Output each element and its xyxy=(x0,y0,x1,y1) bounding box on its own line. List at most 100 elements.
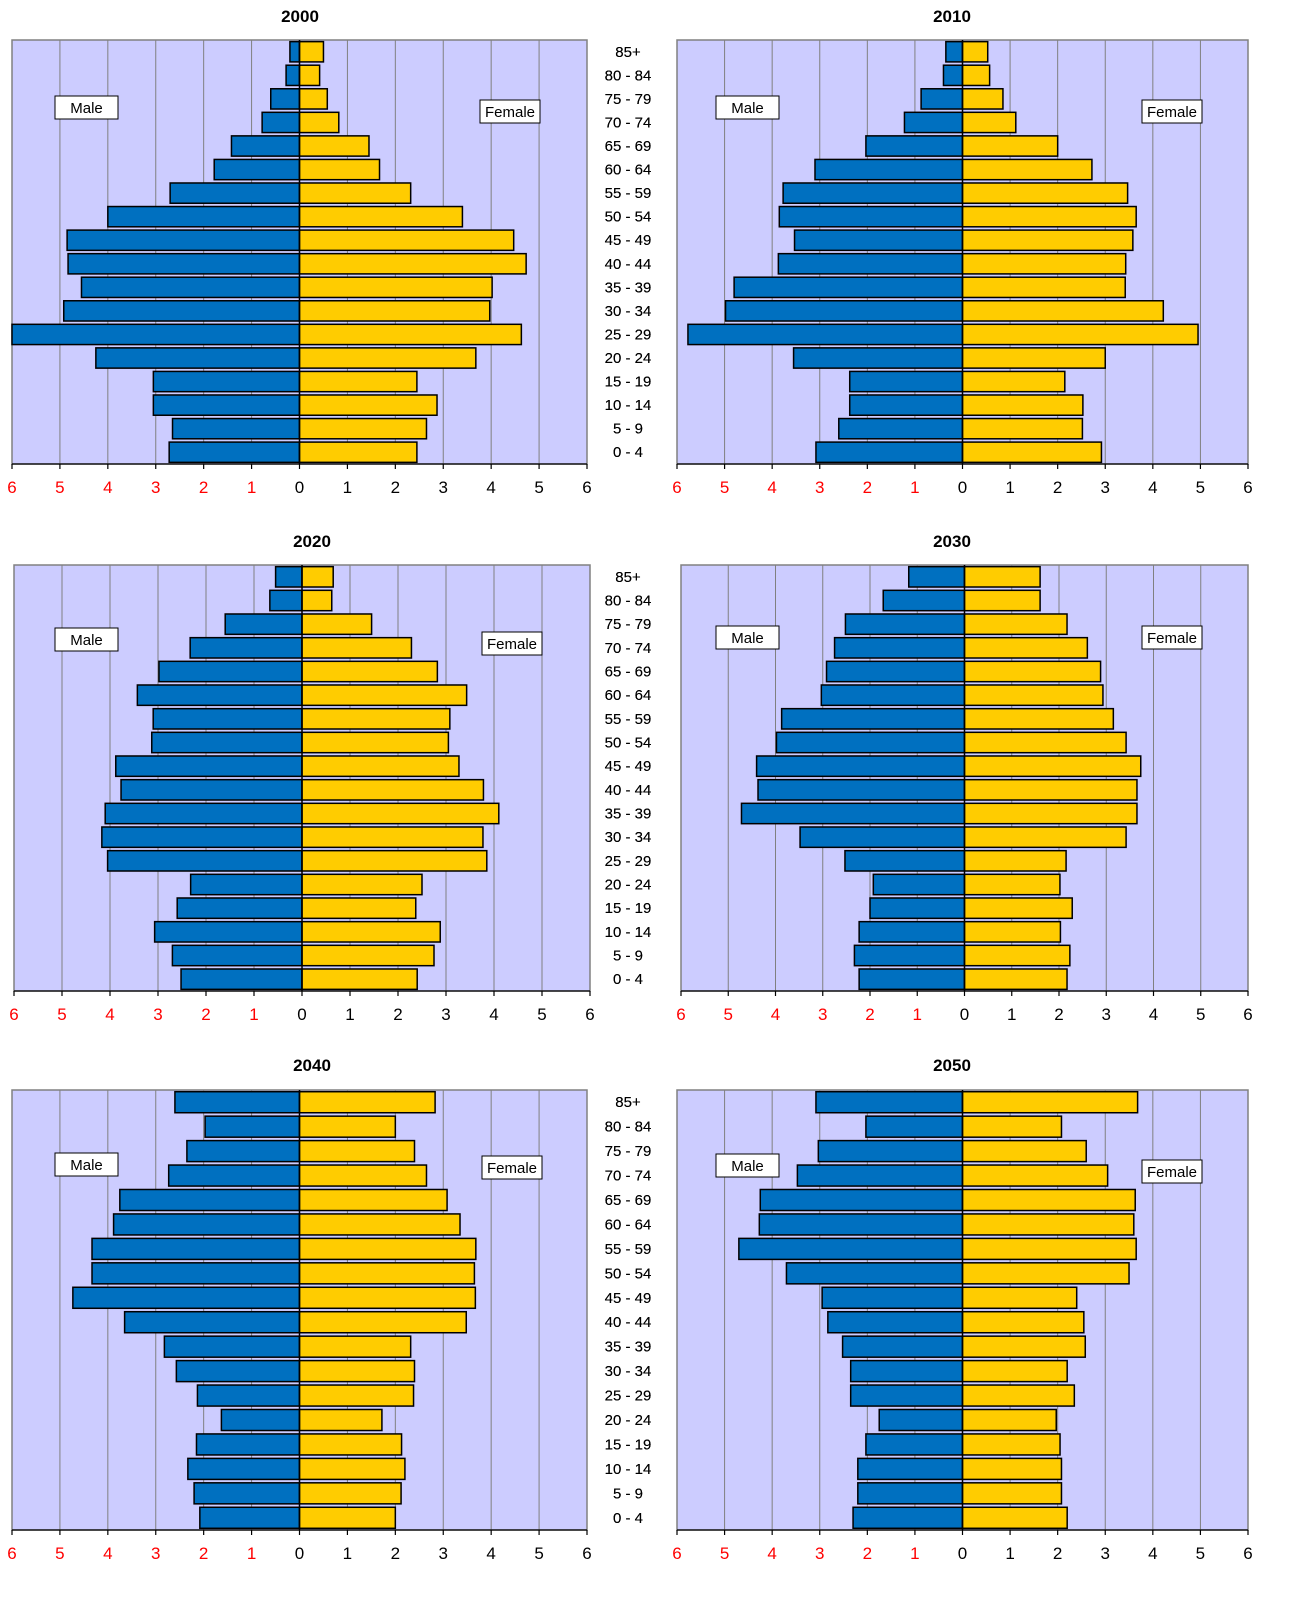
male-legend-label: Male xyxy=(70,1157,103,1174)
female-bar xyxy=(298,276,493,299)
x-tick-label: 5 xyxy=(720,1544,729,1563)
male-bar xyxy=(759,1188,964,1212)
age-group-label: 20 - 24 xyxy=(605,350,652,367)
female-bar xyxy=(298,1213,461,1236)
female-legend-label: Female xyxy=(487,1160,537,1177)
male-bar xyxy=(903,111,964,134)
male-legend-label: Male xyxy=(731,630,764,647)
female-legend-label: Female xyxy=(485,104,535,121)
female-bar xyxy=(961,1359,1068,1383)
male-bar xyxy=(220,1408,301,1432)
male-bar xyxy=(849,1384,964,1407)
female-bar xyxy=(961,1237,1137,1261)
age-group-label: 30 - 34 xyxy=(605,1363,652,1380)
female-bar xyxy=(301,755,460,778)
female-bar xyxy=(961,1115,1063,1138)
female-bar xyxy=(961,1408,1057,1432)
male-bar xyxy=(920,88,964,110)
male-bar xyxy=(758,1213,964,1236)
male-bar xyxy=(167,1164,301,1187)
male-bar xyxy=(171,417,301,440)
female-bar xyxy=(298,1408,383,1432)
male-bar xyxy=(213,158,301,181)
female-bar xyxy=(963,660,1102,683)
male-bar xyxy=(849,1359,964,1383)
age-group-label: 70 - 74 xyxy=(605,1168,652,1185)
age-group-label: 85+ xyxy=(615,569,641,586)
age-group-label: 85+ xyxy=(615,1094,641,1111)
male-bar xyxy=(799,826,966,849)
female-bar xyxy=(961,1457,1063,1481)
age-group-label: 10 - 14 xyxy=(605,397,652,414)
x-tick-label: 3 xyxy=(818,1005,827,1024)
age-group-label: 10 - 14 xyxy=(605,924,652,941)
age-group-label: 15 - 19 xyxy=(605,374,652,391)
male-bar xyxy=(825,660,966,683)
male-bar xyxy=(95,347,301,369)
age-group-label: 5 - 9 xyxy=(613,421,643,438)
male-bar xyxy=(186,1139,301,1163)
male-bar xyxy=(11,323,301,346)
age-group-label: 40 - 44 xyxy=(605,782,652,799)
x-tick-label: 4 xyxy=(767,1544,776,1563)
female-legend-label: Female xyxy=(1147,104,1197,121)
male-bar xyxy=(907,565,966,588)
male-bar xyxy=(204,1115,301,1138)
female-bar xyxy=(963,636,1089,659)
male-bar xyxy=(817,1139,964,1163)
male-bar xyxy=(724,300,964,322)
male-bar xyxy=(230,135,301,157)
male-bar xyxy=(171,944,303,967)
age-group-label: 0 - 4 xyxy=(613,444,643,461)
male-bar xyxy=(274,565,303,588)
male-bar xyxy=(106,849,303,872)
female-bar xyxy=(963,802,1138,825)
x-tick-label: 6 xyxy=(1243,1005,1252,1024)
male-bar xyxy=(785,1262,964,1285)
age-group-label: 25 - 29 xyxy=(605,326,652,343)
age-group-label: 60 - 64 xyxy=(605,162,652,179)
age-group-label: 80 - 84 xyxy=(605,593,652,610)
female-bar xyxy=(298,1188,448,1212)
x-tick-label: 0 xyxy=(960,1005,969,1024)
female-bar xyxy=(298,205,464,228)
female-bar xyxy=(963,755,1142,778)
x-tick-label: 3 xyxy=(815,478,824,497)
male-bar xyxy=(176,897,303,920)
age-group-label: 30 - 34 xyxy=(605,829,652,846)
age-group-label: 70 - 74 xyxy=(605,1168,652,1185)
age-group-label: 50 - 54 xyxy=(605,209,652,226)
age-group-label: 80 - 84 xyxy=(605,67,652,84)
x-tick-label: 4 xyxy=(771,1005,780,1024)
female-bar xyxy=(298,229,515,252)
female-bar xyxy=(301,920,441,943)
age-group-label: 75 - 79 xyxy=(605,1143,652,1160)
female-bar xyxy=(961,1090,1139,1114)
age-group-label: 20 - 24 xyxy=(605,877,652,894)
female-bar xyxy=(298,417,428,440)
female-bar xyxy=(961,1213,1135,1236)
age-group-label: 50 - 54 xyxy=(605,1265,652,1282)
male-bar xyxy=(777,252,964,275)
female-bar xyxy=(298,1237,477,1261)
x-tick-label: 5 xyxy=(720,478,729,497)
x-tick-label: 1 xyxy=(910,1544,919,1563)
male-bar xyxy=(838,417,964,440)
female-bar xyxy=(961,1188,1136,1212)
x-tick-label: 2 xyxy=(863,1544,872,1563)
female-bar xyxy=(298,1335,412,1358)
age-group-label: 30 - 34 xyxy=(605,1363,652,1380)
age-group-label: 0 - 4 xyxy=(613,1510,643,1527)
male-bar xyxy=(820,684,966,707)
male-bar xyxy=(195,1433,301,1456)
male-bar xyxy=(796,1164,964,1187)
age-group-label: 35 - 39 xyxy=(605,1339,652,1356)
age-group-label: 65 - 69 xyxy=(605,1192,652,1209)
x-tick-label: 2 xyxy=(1053,478,1062,497)
female-bar xyxy=(298,1457,406,1481)
female-bar xyxy=(301,589,333,612)
female-bar xyxy=(961,347,1106,369)
